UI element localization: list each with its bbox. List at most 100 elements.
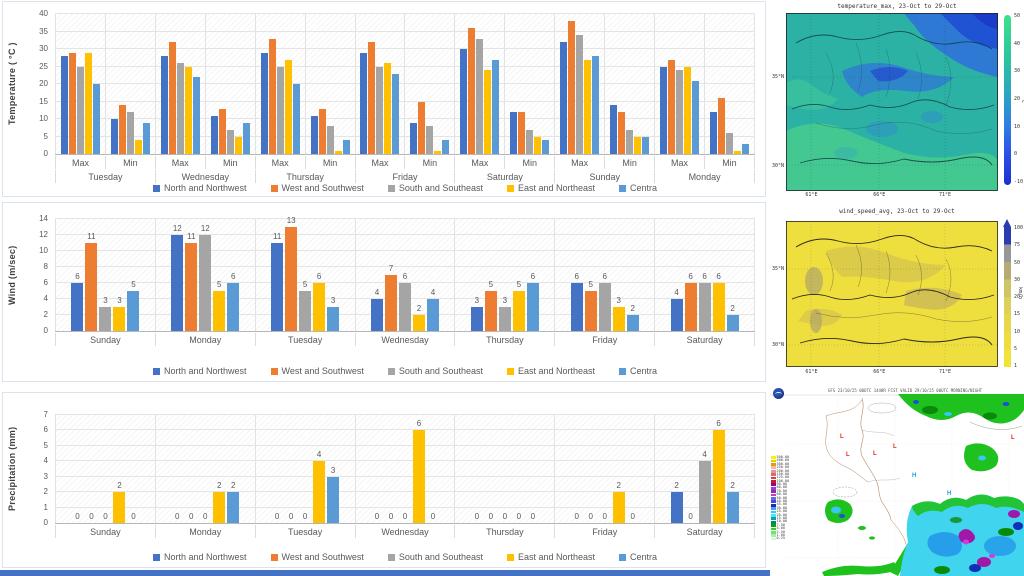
- bar-value-label: 0: [574, 512, 579, 521]
- bar-group-monday: 12 11 12 5 6: [156, 219, 256, 331]
- bar-slot: 0: [485, 415, 497, 523]
- bar-slot: [468, 14, 476, 154]
- bar-slot: [268, 14, 276, 154]
- precip-legend-row: 300.00: [771, 462, 789, 466]
- precip-legend-value: 80.00: [776, 485, 788, 490]
- bar-slot: 0: [427, 415, 439, 523]
- bar-value-label: 0: [474, 512, 480, 521]
- bar-slot: 0: [99, 415, 111, 523]
- bar-slot: 6: [712, 415, 725, 523]
- wind-bar: [113, 307, 126, 331]
- gridline: [55, 506, 755, 508]
- temperature-bar: [368, 42, 376, 154]
- bar-slot: 0: [85, 415, 97, 523]
- wind-chart-legend: North and Northwest West and Southwest Sou…: [55, 366, 755, 376]
- bar-slot: [642, 14, 650, 154]
- bar-value-label: 6: [231, 272, 236, 281]
- wind-bar: [584, 291, 597, 331]
- bar-slot: [60, 14, 68, 154]
- temperature-plot-area: [55, 13, 755, 155]
- bar-slot: [176, 14, 184, 154]
- precip-legend-row: 35.00: [771, 502, 789, 507]
- precip-legend-row: 0.25: [771, 537, 789, 541]
- bar-slot: [442, 14, 450, 154]
- bar-group-sunday: 6 11 3 3 5: [55, 219, 156, 331]
- precip-legend-swatch: [771, 520, 776, 524]
- bar-group-sunday-min: [605, 14, 656, 154]
- bar-slot: [684, 14, 692, 154]
- temperature-bar: [242, 122, 250, 154]
- bar-slot: 4: [670, 219, 683, 331]
- temperature-bar: [684, 66, 692, 154]
- colorbar-tick: 100: [1014, 225, 1024, 231]
- bar-value-label: 3: [502, 296, 508, 305]
- bar-slot: 2: [413, 219, 425, 331]
- temperature-bar: [476, 38, 484, 154]
- bar-slot: 0: [299, 415, 311, 523]
- legend-item: West and Southwest: [270, 552, 364, 562]
- bar-value-label: 2: [730, 481, 735, 491]
- precip-legend-swatch: [771, 463, 776, 466]
- gridline: [55, 475, 755, 477]
- precip-legend-row: 60.00: [771, 493, 789, 497]
- bar-slot: 7: [385, 219, 397, 331]
- low-pressure-marker: L: [893, 444, 897, 450]
- legend-swatch: [152, 184, 160, 192]
- low-pressure-marker: L: [873, 451, 877, 457]
- wind-day-labels: Sunday Monday Tuesday Wednesday Thursday Frid…: [55, 333, 756, 346]
- colorbar-tick: 10: [1014, 123, 1021, 130]
- day-label: Wednesday: [356, 333, 456, 346]
- bar-slot: 12: [199, 219, 212, 331]
- legend-swatch: [506, 184, 514, 192]
- legend-swatch: [387, 367, 395, 375]
- bar-value-label: 0: [302, 512, 308, 521]
- subgroup-label: Min: [306, 156, 356, 169]
- bar-slot: [434, 14, 442, 154]
- bar-slot: [560, 14, 568, 154]
- bar-slot: [725, 14, 733, 154]
- legend-swatch: [387, 553, 395, 561]
- temperature-bar: [192, 77, 200, 154]
- precip-legend-row: 90.00: [771, 483, 789, 487]
- wind-bar: [598, 283, 611, 331]
- temperature-bar: [634, 136, 642, 154]
- precipitation-forecast-map-art: L L L L L H H: [770, 386, 1024, 576]
- bar-slot: [326, 14, 334, 154]
- wind-bar: [199, 235, 212, 331]
- precipitation-y-axis-ticks: 0 1 2 3 4 5 6 7: [27, 411, 51, 527]
- colorbar-tick: -10: [1014, 178, 1024, 185]
- bar-slot: 2: [113, 415, 126, 523]
- bar-slot: 6: [227, 219, 240, 331]
- maps-column: temperature_max, 23-Oct to 29-Oct: [770, 0, 1024, 576]
- precip-legend-swatch: [771, 483, 776, 487]
- bar-group-monday-min: [705, 14, 755, 154]
- precip-legend-value: 35.00: [776, 502, 788, 507]
- bar-slot: [76, 14, 84, 154]
- day-label: Tuesday: [256, 525, 356, 538]
- bar-value-label: 3: [103, 296, 108, 305]
- legend-swatch: [619, 553, 627, 561]
- precip-legend-value: 2.50: [776, 529, 785, 534]
- bar-slot: [592, 14, 600, 154]
- wind-bar: [684, 283, 697, 331]
- legend-item: East and Northeast: [506, 183, 595, 193]
- bar-slot: 3: [470, 219, 483, 331]
- bar-slot: 5: [127, 219, 140, 331]
- day-label: Wednesday: [356, 525, 456, 538]
- bar-slot: [368, 14, 376, 154]
- longitude-tick: 71°E: [938, 369, 952, 375]
- precip-legend-value: 15.00: [776, 515, 788, 520]
- precip-legend-row: 5.00: [771, 527, 789, 531]
- bar-value-label: 0: [374, 512, 380, 521]
- bar-value-label: 2: [217, 481, 222, 491]
- bar-slot: [576, 14, 584, 154]
- y-axis-tick: 0: [43, 518, 48, 527]
- bar-value-label: 0: [630, 512, 635, 521]
- day-label: Sunday: [55, 333, 156, 346]
- legend-item: North and Northwest: [152, 552, 247, 562]
- latitude-tick: 30°N: [771, 163, 784, 170]
- bar-value-label: 3: [474, 296, 480, 305]
